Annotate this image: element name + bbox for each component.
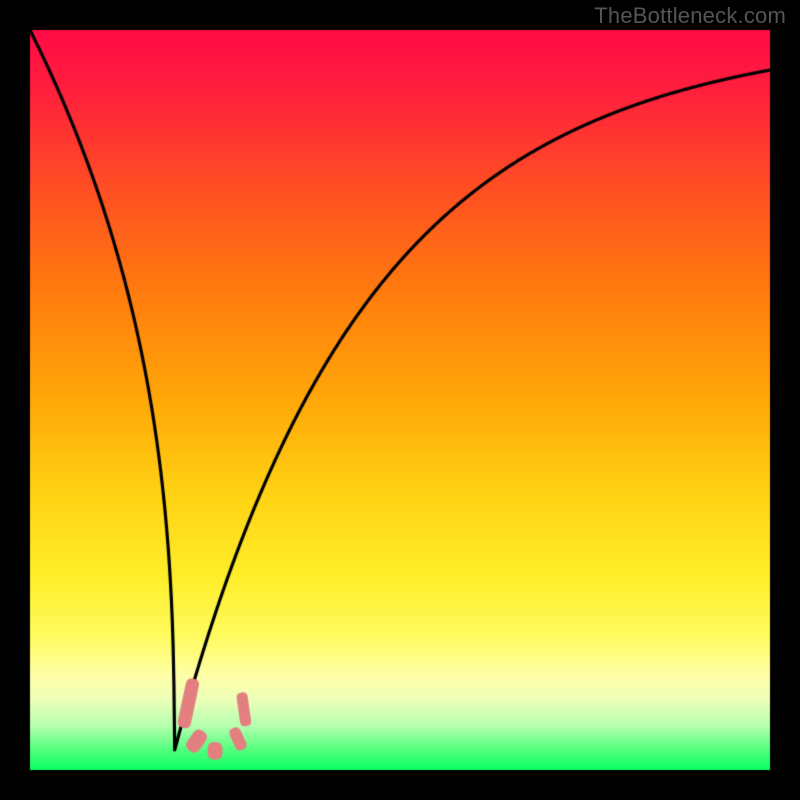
bottleneck-curve-chart xyxy=(0,0,800,800)
watermark-label: TheBottleneck.com xyxy=(594,3,786,29)
chart-stage: TheBottleneck.com xyxy=(0,0,800,800)
